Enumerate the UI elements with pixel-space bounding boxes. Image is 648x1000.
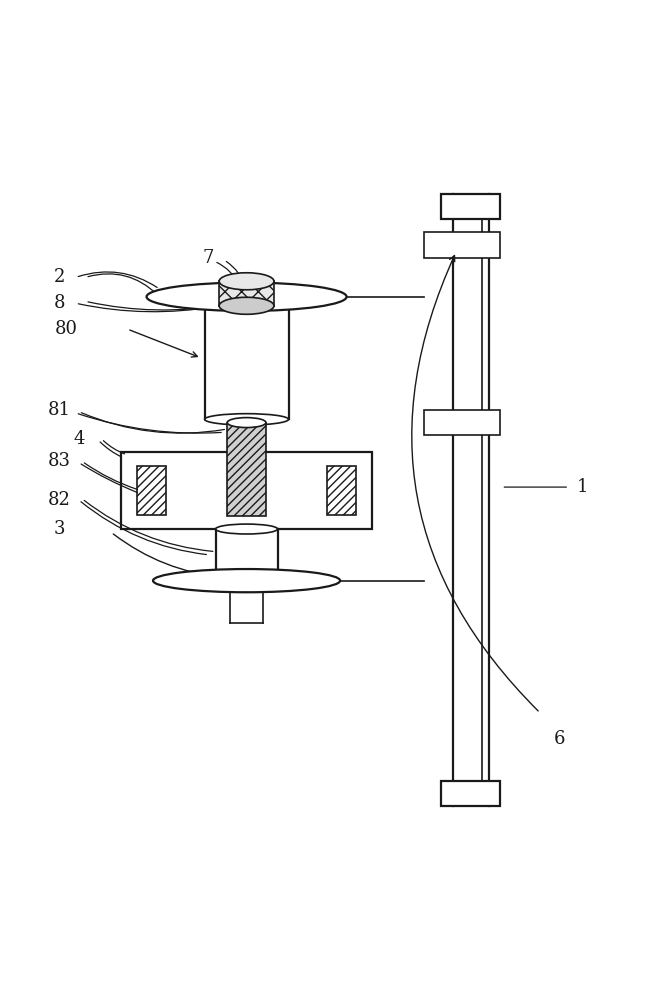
Ellipse shape <box>227 418 266 428</box>
Ellipse shape <box>216 524 277 534</box>
Bar <box>441 781 500 806</box>
Text: 1: 1 <box>576 478 588 496</box>
Text: 6: 6 <box>554 730 565 748</box>
Text: 82: 82 <box>48 491 71 509</box>
Ellipse shape <box>219 273 274 290</box>
Text: 81: 81 <box>48 401 71 419</box>
Bar <box>327 466 356 515</box>
Bar <box>137 466 166 515</box>
Bar <box>227 423 266 516</box>
Text: 83: 83 <box>48 452 71 470</box>
Bar <box>219 281 274 306</box>
Bar <box>424 232 500 258</box>
Text: 7: 7 <box>202 249 214 267</box>
Ellipse shape <box>205 414 288 425</box>
Text: 8: 8 <box>54 294 65 312</box>
Text: 4: 4 <box>73 430 84 448</box>
Ellipse shape <box>153 569 340 592</box>
Bar <box>121 452 373 529</box>
Text: 2: 2 <box>54 268 65 286</box>
Ellipse shape <box>219 297 274 314</box>
Bar <box>424 410 500 435</box>
Text: 3: 3 <box>54 520 65 538</box>
Text: 80: 80 <box>54 320 77 338</box>
Ellipse shape <box>146 283 347 311</box>
Bar <box>441 194 500 219</box>
